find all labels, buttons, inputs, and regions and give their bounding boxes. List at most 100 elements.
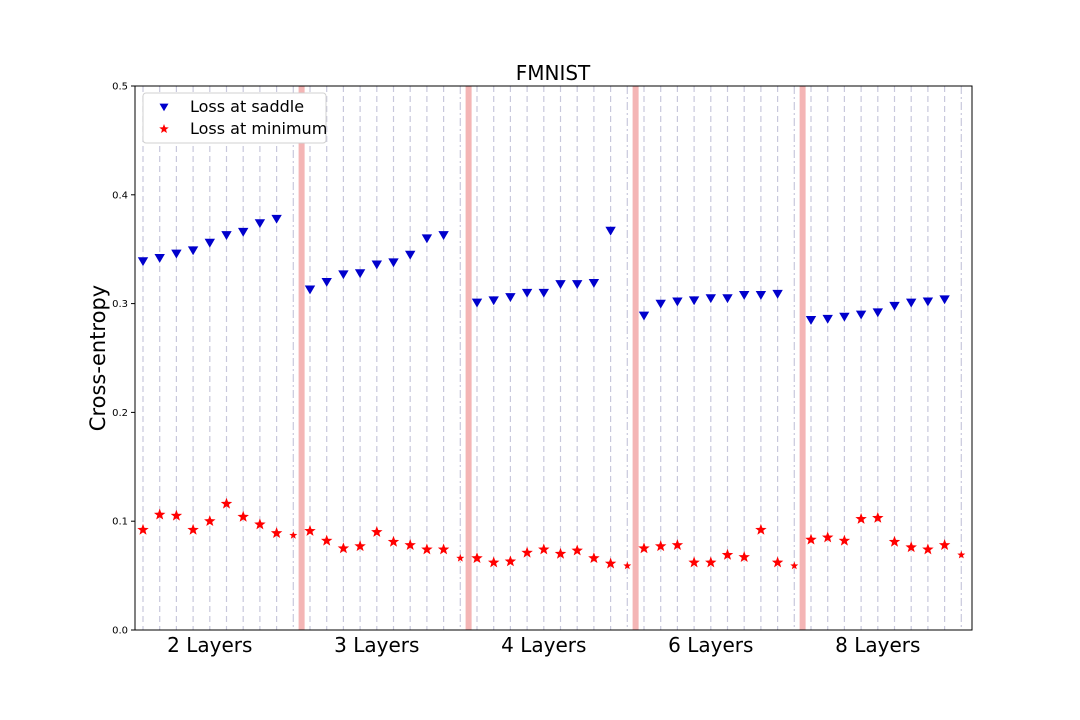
saddle-point bbox=[655, 299, 666, 309]
saddle-point bbox=[939, 295, 950, 305]
minimum-point bbox=[957, 550, 966, 559]
minimum-point bbox=[604, 557, 617, 569]
saddle-point bbox=[221, 231, 232, 240]
minimum-point bbox=[654, 540, 667, 552]
legend-minimum-label: Loss at minimum bbox=[190, 119, 327, 138]
saddle-point bbox=[872, 308, 883, 318]
saddle-point bbox=[371, 260, 382, 270]
minimum-point bbox=[137, 523, 149, 535]
minimum-point bbox=[771, 556, 784, 568]
saddle-point bbox=[204, 238, 215, 248]
y-axis-label: Cross-entropy bbox=[86, 285, 110, 431]
y-tick-label: 0.2 bbox=[112, 408, 128, 419]
saddle-point bbox=[521, 288, 533, 298]
minimum-point bbox=[738, 551, 750, 562]
y-tick-label: 0.0 bbox=[112, 626, 128, 637]
minimum-point bbox=[790, 561, 799, 570]
minimum-point bbox=[721, 548, 734, 560]
y-tick-label: 0.4 bbox=[112, 190, 128, 201]
group-separator bbox=[298, 86, 305, 630]
minimum-point bbox=[688, 556, 700, 568]
y-axis: 0.0 0.1 0.2 0.3 0.4 0.5 bbox=[112, 82, 135, 637]
minimum-point bbox=[270, 527, 283, 539]
saddle-point bbox=[605, 226, 616, 236]
minimum-point bbox=[289, 531, 298, 539]
saddle-point bbox=[505, 293, 516, 303]
y-tick-label: 0.3 bbox=[112, 299, 128, 310]
minimum-point bbox=[187, 523, 199, 535]
minimum-point bbox=[705, 556, 717, 568]
saddle-point bbox=[538, 288, 549, 298]
group-label: 4 Layers bbox=[501, 633, 586, 657]
saddle-point bbox=[755, 290, 767, 300]
minimum-point bbox=[872, 511, 884, 523]
minimum-point bbox=[456, 553, 465, 562]
minimum-point bbox=[521, 546, 533, 558]
minimum-point bbox=[487, 556, 500, 568]
legend-saddle-label: Loss at saddle bbox=[190, 97, 304, 116]
minimum-point bbox=[153, 508, 166, 520]
saddle-point bbox=[822, 314, 833, 324]
minimum-point bbox=[204, 515, 216, 527]
minimum-point bbox=[922, 543, 934, 555]
minimum-point bbox=[170, 509, 183, 521]
saddle-point bbox=[405, 250, 416, 260]
minimum-point bbox=[421, 543, 433, 555]
legend: Loss at saddle Loss at minimum bbox=[142, 92, 327, 144]
saddle-point bbox=[488, 296, 499, 306]
minimum-point bbox=[588, 552, 600, 564]
saddle-point bbox=[388, 258, 399, 268]
legend-minimum-marker bbox=[159, 124, 169, 134]
saddle-point bbox=[672, 297, 683, 307]
minimum-point bbox=[755, 523, 767, 535]
legend-saddle-marker bbox=[159, 103, 169, 112]
saddle-point bbox=[922, 297, 934, 307]
saddle-point bbox=[855, 310, 867, 320]
saddle-point bbox=[889, 301, 900, 311]
minimum-point bbox=[805, 533, 817, 545]
group-separator bbox=[632, 86, 639, 630]
minimum-point bbox=[387, 535, 400, 547]
saddle-point bbox=[839, 312, 850, 322]
saddle-point bbox=[187, 246, 199, 256]
minimum-point bbox=[855, 513, 867, 524]
saddle-point bbox=[588, 279, 600, 288]
saddle-point bbox=[572, 280, 583, 289]
minimum-point bbox=[638, 542, 650, 554]
chart-title: FMNIST bbox=[516, 61, 591, 85]
saddle-point bbox=[171, 249, 182, 259]
saddle-point bbox=[739, 290, 750, 300]
saddle-point bbox=[722, 294, 733, 304]
minimum-point bbox=[254, 518, 266, 530]
saddle-point bbox=[254, 219, 266, 229]
minimum-point bbox=[220, 497, 233, 509]
minimum-point bbox=[437, 543, 450, 555]
group-separator bbox=[799, 86, 806, 630]
saddle-point bbox=[438, 231, 449, 240]
group-separator bbox=[465, 86, 472, 630]
group-label: 6 Layers bbox=[668, 633, 753, 657]
saddle-point bbox=[354, 269, 366, 279]
saddle-point bbox=[338, 270, 349, 280]
minimum-point bbox=[304, 524, 316, 536]
minimum-point bbox=[354, 540, 366, 552]
group-label: 8 Layers bbox=[835, 633, 920, 657]
group-labels: 2 Layers 3 Layers 4 Layers 6 Layers 8 Layers bbox=[167, 633, 920, 657]
saddle-point bbox=[906, 298, 917, 308]
minimum-point bbox=[471, 552, 483, 564]
y-tick-label: 0.1 bbox=[112, 517, 128, 528]
saddle-point bbox=[321, 277, 332, 287]
y-tick-label: 0.5 bbox=[112, 82, 128, 93]
minimum-point bbox=[838, 534, 851, 546]
group-label: 2 Layers bbox=[167, 633, 252, 657]
plot-area bbox=[137, 86, 966, 630]
minimum-point bbox=[554, 547, 567, 559]
minimum-point bbox=[404, 539, 416, 550]
minimum-point bbox=[538, 543, 550, 555]
minimum-point bbox=[320, 534, 333, 546]
minimum-point bbox=[623, 561, 632, 570]
minimum-point bbox=[237, 510, 249, 522]
saddle-point bbox=[304, 285, 316, 295]
saddle-point bbox=[688, 296, 700, 306]
saddle-point bbox=[421, 234, 433, 244]
